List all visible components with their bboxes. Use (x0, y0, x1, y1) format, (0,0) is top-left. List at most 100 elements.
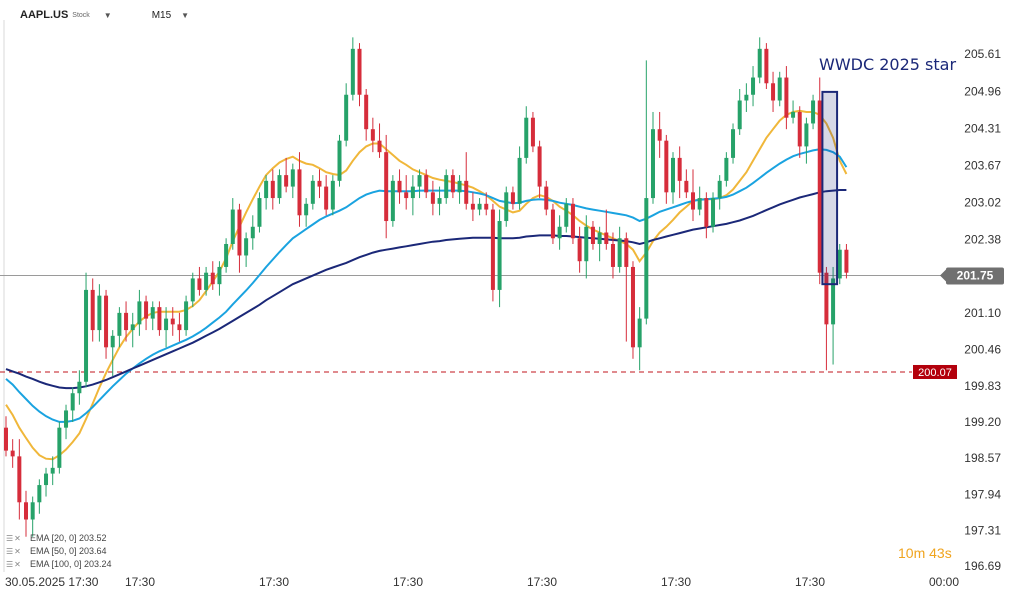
candle-body (777, 77, 782, 101)
candle-body (610, 243, 615, 267)
candle (630, 261, 635, 359)
candle-body (570, 203, 575, 239)
legend-row-ema50[interactable]: ☰✕ EMA [50, 0] 203.64 (6, 545, 112, 558)
candle (777, 71, 782, 107)
candle-body (390, 180, 395, 222)
candle (70, 387, 75, 422)
candle-body (504, 192, 509, 222)
candle-body (497, 221, 502, 290)
candle (57, 421, 62, 474)
candle-body (50, 467, 55, 474)
candle (257, 192, 262, 233)
candle-body (604, 232, 609, 244)
candle-body (170, 318, 175, 325)
current-price-label: 201.75 (957, 269, 994, 283)
candle-body (477, 203, 482, 210)
candle-body (590, 226, 595, 244)
candle-body (671, 157, 675, 193)
indicator-settings-icon[interactable]: ☰✕ (6, 534, 22, 543)
candle (264, 175, 269, 210)
candle-body (811, 100, 816, 124)
candle (137, 289, 142, 336)
level-label: 200.07 (918, 367, 952, 379)
candle-body (157, 307, 162, 331)
candle-body (697, 198, 702, 210)
candle (17, 439, 22, 520)
candle (250, 215, 255, 250)
candle (150, 301, 155, 331)
candle (390, 175, 395, 227)
candle-body (84, 289, 89, 382)
symbol-chevron-down-icon[interactable]: ▼ (103, 10, 112, 20)
legend-ema20-label: EMA [20, 0] 203.52 (30, 533, 107, 543)
legend-row-ema100[interactable]: ☰✕ EMA [100, 0] 203.24 (6, 558, 112, 571)
candle-body (10, 450, 15, 457)
candle-body (724, 157, 729, 181)
candle-body (624, 238, 629, 267)
candle (377, 123, 382, 158)
symbol-label[interactable]: AAPL.US (20, 9, 69, 21)
candle-body (731, 129, 736, 158)
y-tick-label: 199.83 (964, 379, 1001, 393)
candle (637, 307, 642, 371)
candle (844, 243, 849, 279)
candle-body (791, 111, 796, 118)
candle-body (277, 175, 282, 199)
candle-body (370, 129, 375, 141)
y-tick-label: 200.46 (964, 343, 1001, 357)
candle (671, 152, 675, 204)
candle-body (190, 278, 195, 302)
candle (24, 490, 29, 537)
candle (677, 146, 682, 199)
y-tick-label: 197.94 (964, 487, 1001, 501)
candle-body (771, 83, 776, 101)
y-tick-label: 197.31 (964, 523, 1001, 537)
candle-body (337, 140, 342, 181)
candle (130, 312, 135, 348)
candle (517, 146, 522, 210)
candle (344, 83, 349, 147)
candle-body (44, 473, 49, 486)
candle (110, 330, 115, 377)
candle-body (197, 278, 202, 290)
candle-body (691, 192, 696, 210)
timeframe-label[interactable]: M15 (151, 9, 172, 21)
candle (384, 134, 389, 239)
candle (650, 111, 655, 204)
indicator-settings-icon[interactable]: ☰✕ (6, 560, 22, 569)
candle (237, 203, 242, 273)
chart-header: AAPL.US Stock ▼ M15 ▼ (20, 9, 189, 21)
candle-body (797, 111, 802, 147)
candle-body (637, 318, 642, 348)
candle-body (677, 157, 682, 181)
candle (404, 175, 409, 210)
candle (444, 169, 449, 204)
candle (464, 152, 469, 210)
legend-row-ema20[interactable]: ☰✕ EMA [20, 0] 203.52 (6, 532, 112, 545)
candle (797, 106, 802, 158)
x-tick-label: 17:30 (795, 575, 825, 589)
candle (370, 117, 375, 153)
candle (144, 295, 149, 331)
candle (104, 289, 109, 359)
y-tick-label: 204.31 (964, 122, 1001, 136)
candle (724, 152, 729, 187)
candle-body (517, 157, 522, 204)
candle (691, 169, 696, 222)
candle-body (757, 48, 762, 78)
indicator-settings-icon[interactable]: ☰✕ (6, 547, 22, 556)
candle-body (630, 266, 635, 348)
y-tick-label: 198.57 (964, 451, 1001, 465)
candle (10, 439, 15, 468)
candle (684, 169, 689, 199)
candle (30, 496, 35, 537)
candle (244, 232, 249, 267)
candle-body (364, 94, 369, 130)
timeframe-chevron-down-icon[interactable]: ▼ (181, 10, 190, 20)
candle-body (684, 180, 689, 193)
candle (610, 232, 615, 279)
candle (564, 198, 569, 233)
candle-body (657, 129, 662, 141)
x-tick-label: 17:30 (259, 575, 289, 589)
